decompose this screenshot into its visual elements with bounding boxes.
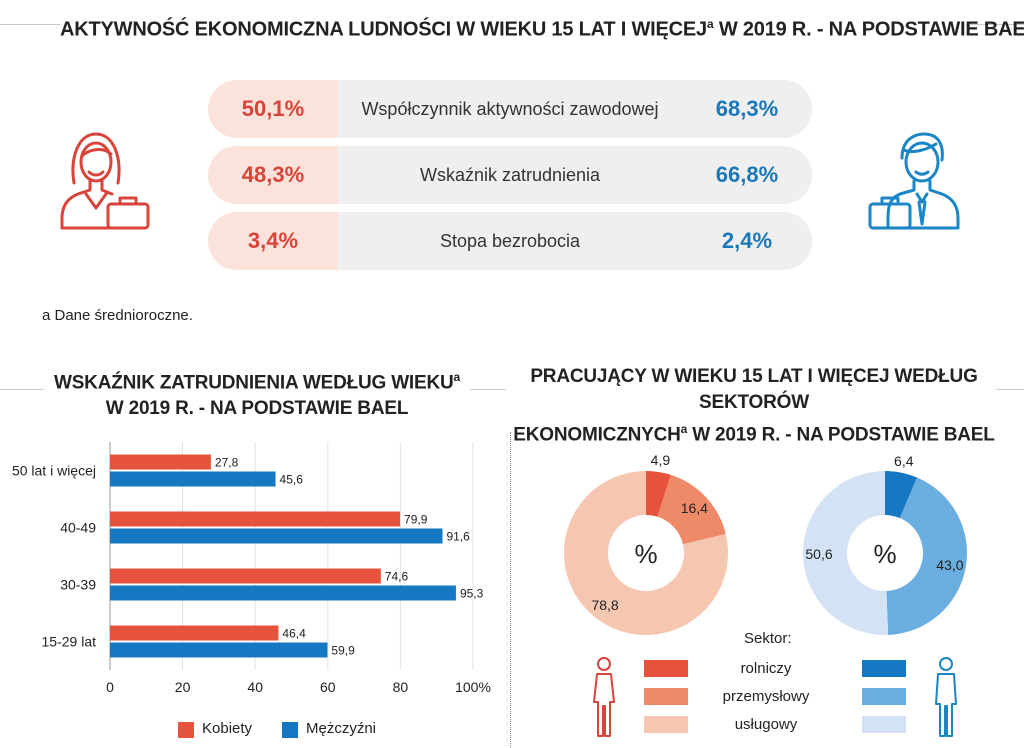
bar-value-label: 46,4: [282, 627, 306, 641]
woman-icon: [60, 132, 150, 230]
sectors-chart-title-line2a: EKONOMICZNYCH: [513, 424, 681, 446]
indicator-label: Stopa bezrobocia: [439, 231, 581, 251]
header-rule-right: [966, 24, 1024, 25]
header-rule-left: [0, 24, 60, 25]
bar-mezczyzni: [110, 585, 456, 601]
x-tick-label: 80: [393, 679, 409, 695]
indicator-label: Wskaźnik zatrudnienia: [419, 165, 601, 185]
men-slice-rolniczy: [885, 471, 918, 519]
legend-label-uslugowy: usługowy: [734, 716, 798, 733]
legend-label-mezczyzni: Mężczyźni: [306, 720, 377, 737]
men-value: 68,3%: [682, 80, 812, 138]
slice-value-label: 78,8: [591, 597, 618, 613]
page-title-end: W 2019 R. - NA PODSTAWIE BAEL: [718, 18, 1024, 41]
women-value: 48,3%: [241, 162, 305, 187]
category-label: 15-29 lat: [42, 634, 97, 650]
men-value: 66,8%: [682, 146, 812, 204]
page-title-sup: a: [706, 17, 714, 31]
x-tick-label: 20: [175, 679, 191, 695]
sectors-chart-title: PRACUJĄCY W WIEKU 15 LAT I WIĘCEJ WEDŁUG…: [508, 364, 1000, 448]
category-label: 40-49: [60, 520, 96, 536]
man-figure-icon: [935, 657, 957, 737]
legend-swatch-kobiety: [178, 722, 194, 738]
indicator-label: Współczynnik aktywności zawodowej: [361, 99, 659, 119]
women-value: 3,4%: [247, 228, 299, 253]
bar-kobiety: [110, 454, 211, 470]
man-icon: [868, 132, 960, 230]
bar-value-label: 45,6: [280, 473, 304, 487]
bar-value-label: 27,8: [215, 456, 239, 470]
sector-legend-title: Sektor:: [744, 630, 792, 647]
employment-chart-title-line1: WSKAŹNIK ZATRUDNIENIA WEDŁUG WIEKU: [53, 372, 454, 394]
chart1-rule-right: [470, 389, 506, 390]
legend-men-przemyslowy: [862, 688, 906, 705]
x-tick-label: 40: [247, 679, 263, 695]
slice-value-label: 4,9: [651, 452, 671, 468]
legend-label-przemyslowy: przemysłowy: [722, 688, 810, 705]
sectors-donut-charts: 4,9 16,4 78,8% 6,4 43,0 50,6%: [564, 452, 967, 635]
bar-mezczyzni: [110, 528, 443, 544]
chart1-rule-left: [0, 389, 44, 390]
legend-label-kobiety: Kobiety: [202, 720, 253, 737]
legend-women-rolniczy: [644, 660, 688, 677]
x-tick-label: 60: [320, 679, 336, 695]
bar-value-label: 79,9: [404, 513, 428, 527]
bar-mezczyzni: [110, 471, 276, 487]
women-value: 50,1%: [241, 96, 305, 121]
legend-women-przemyslowy: [644, 688, 688, 705]
bar-value-label: 95,3: [460, 587, 484, 601]
category-label: 30-39: [60, 577, 96, 593]
footnote: a Dane średnioroczne.: [42, 307, 193, 324]
indicator-row-unemployment: 3,4% Stopa bezrobocia 2,4%: [208, 212, 812, 270]
men-value: 2,4%: [682, 212, 812, 270]
bar-kobiety: [110, 625, 279, 641]
bar-kobiety: [110, 511, 401, 527]
sectors-chart-title-line2b: W 2019 R. - NA PODSTAWIE BAEL: [692, 424, 995, 446]
bar-mezczyzni: [110, 642, 328, 658]
page-title: AKTYWNOŚĆ EKONOMICZNA LUDNOŚCI W WIEKU 1…: [60, 10, 1024, 44]
slice-value-label: 43,0: [936, 557, 963, 573]
slice-value-label: 50,6: [805, 546, 832, 562]
employment-chart-title-sup: a: [453, 370, 461, 384]
chart2-rule-right: [996, 389, 1024, 390]
women-slice-przemysłowy: [657, 474, 726, 545]
donut-center-percent: %: [634, 539, 657, 569]
page-title-text: AKTYWNOŚĆ EKONOMICZNA LUDNOŚCI W WIEKU 1…: [60, 18, 707, 41]
indicator-row-activity: 50,1% Współczynnik aktywności zawodowej …: [208, 80, 812, 138]
legend-women-uslugowy: [644, 716, 688, 733]
legend-swatch-mezczyzni: [282, 722, 298, 738]
bar-legend: Kobiety Mężczyźni: [178, 718, 438, 742]
bar-kobiety: [110, 568, 381, 584]
x-tick-label: 0: [106, 679, 114, 695]
sectors-chart-title-line1: PRACUJĄCY W WIEKU 15 LAT I WIĘCEJ WEDŁUG…: [530, 366, 978, 413]
indicator-row-employment: 48,3% Wskaźnik zatrudnienia 66,8%: [208, 146, 812, 204]
legend-men-rolniczy: [862, 660, 906, 677]
bar-value-label: 74,6: [385, 570, 409, 584]
bar-value-label: 91,6: [447, 530, 471, 544]
slice-value-label: 16,4: [681, 500, 708, 516]
employment-bar-chart: 0 20 40 60 80 100% 50 lat i więcej 27,8 45,6 40-4…: [12, 442, 491, 695]
bar-value-label: 59,9: [331, 644, 355, 658]
women-slice-rolniczy: [646, 471, 671, 517]
women-slice-usługowy: [564, 471, 728, 635]
donut-center-percent: %: [873, 539, 896, 569]
legend-label-rolniczy: rolniczy: [740, 660, 792, 677]
employment-chart-title: WSKAŹNIK ZATRUDNIENIA WEDŁUG WIEKUa W 20…: [44, 364, 470, 422]
legend-men-uslugowy: [862, 716, 906, 733]
employment-chart-title-line2: W 2019 R. - NA PODSTAWIE BAEL: [105, 398, 409, 420]
men-slice-przemysłowy: [886, 477, 967, 635]
section-divider: [510, 432, 511, 748]
sectors-chart-title-sup: a: [680, 422, 688, 436]
x-tick-label: 100%: [455, 679, 491, 695]
men-slice-usługowy: [803, 471, 889, 635]
category-label: 50 lat i więcej: [12, 463, 96, 479]
woman-figure-icon: [593, 657, 615, 737]
slice-value-label: 6,4: [894, 453, 914, 469]
